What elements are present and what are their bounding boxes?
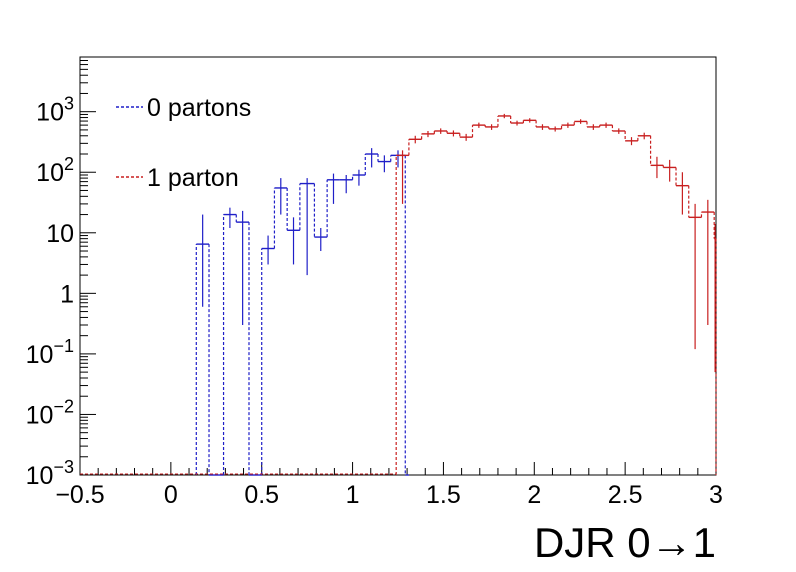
legend: 0 partons 1 parton (116, 94, 251, 192)
x-axis-title: DJR 0→1 (534, 519, 716, 566)
x-tick-label: −0.5 (55, 481, 104, 509)
x-tick-label: 0 (164, 481, 178, 509)
x-tick-label: 0.5 (244, 481, 279, 509)
y-tick-label: 103 (36, 94, 74, 127)
y-tick-label: 10−1 (26, 336, 74, 369)
y-tick-label: 10 (46, 220, 74, 248)
y-axis: 10−3 10−2 10−1 1 10 102 103 (26, 56, 96, 490)
x-tick-label: 3 (709, 481, 723, 509)
x-tick-label: 2 (527, 481, 541, 509)
y-tick-label: 10−2 (26, 396, 74, 429)
y-tick-label: 102 (36, 154, 74, 187)
y-tick-label: 10−3 (26, 457, 74, 490)
x-axis: −0.5 0 0.5 1 1.5 2 2.5 3 (55, 462, 723, 509)
y-tick-label: 1 (60, 280, 74, 308)
legend-label-1-parton: 1 parton (147, 164, 239, 192)
x-tick-label: 1 (346, 481, 360, 509)
series-layer (80, 113, 717, 476)
x-tick-label: 1.5 (426, 481, 461, 509)
legend-label-0-partons: 0 partons (147, 94, 251, 122)
x-tick-label: 2.5 (608, 481, 643, 509)
